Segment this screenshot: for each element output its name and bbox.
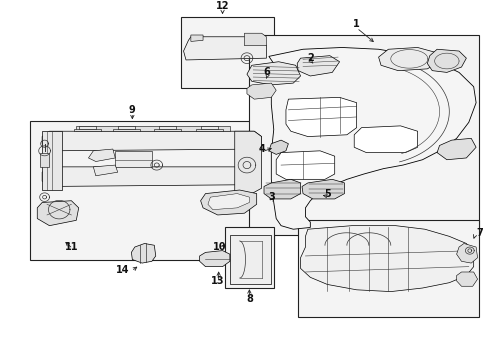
Polygon shape bbox=[195, 130, 222, 131]
Polygon shape bbox=[199, 251, 229, 267]
Text: 9: 9 bbox=[129, 105, 136, 115]
Polygon shape bbox=[200, 126, 217, 130]
Polygon shape bbox=[159, 126, 176, 130]
Text: 5: 5 bbox=[324, 189, 330, 199]
Bar bbox=[249, 35, 478, 235]
Polygon shape bbox=[276, 151, 334, 179]
Polygon shape bbox=[427, 49, 466, 72]
Polygon shape bbox=[246, 83, 276, 99]
Polygon shape bbox=[88, 149, 115, 162]
Polygon shape bbox=[93, 165, 118, 176]
Polygon shape bbox=[244, 33, 266, 46]
Polygon shape bbox=[200, 190, 256, 215]
Bar bbox=[224, 228, 273, 288]
Text: 12: 12 bbox=[215, 1, 229, 12]
Polygon shape bbox=[42, 167, 251, 186]
Polygon shape bbox=[456, 272, 477, 286]
Text: 4: 4 bbox=[258, 144, 264, 154]
Polygon shape bbox=[113, 130, 140, 131]
Polygon shape bbox=[76, 126, 229, 131]
Polygon shape bbox=[246, 62, 300, 85]
Polygon shape bbox=[183, 37, 266, 60]
Polygon shape bbox=[154, 130, 181, 131]
Polygon shape bbox=[234, 131, 261, 194]
Polygon shape bbox=[268, 140, 288, 154]
Polygon shape bbox=[40, 153, 49, 167]
Polygon shape bbox=[207, 194, 249, 210]
Text: 2: 2 bbox=[306, 53, 313, 63]
Text: 14: 14 bbox=[116, 265, 130, 275]
Text: 8: 8 bbox=[245, 294, 252, 304]
Polygon shape bbox=[37, 201, 79, 226]
Polygon shape bbox=[229, 235, 271, 284]
Text: 10: 10 bbox=[213, 242, 226, 252]
Polygon shape bbox=[353, 126, 417, 153]
Polygon shape bbox=[42, 131, 261, 151]
Polygon shape bbox=[79, 126, 96, 130]
Polygon shape bbox=[302, 179, 344, 199]
Polygon shape bbox=[285, 97, 356, 136]
Polygon shape bbox=[268, 48, 475, 229]
Text: 3: 3 bbox=[267, 192, 274, 202]
Text: 11: 11 bbox=[64, 242, 78, 252]
Polygon shape bbox=[300, 226, 473, 292]
Bar bbox=[30, 121, 273, 260]
Polygon shape bbox=[297, 56, 339, 76]
Polygon shape bbox=[42, 131, 61, 190]
Text: 13: 13 bbox=[210, 276, 224, 286]
Polygon shape bbox=[378, 48, 439, 71]
Polygon shape bbox=[190, 35, 203, 41]
Polygon shape bbox=[115, 151, 152, 167]
Polygon shape bbox=[264, 179, 300, 199]
Text: 7: 7 bbox=[475, 228, 482, 238]
Text: 6: 6 bbox=[263, 67, 269, 77]
Bar bbox=[181, 17, 273, 89]
Polygon shape bbox=[456, 243, 477, 263]
Polygon shape bbox=[118, 126, 135, 130]
Polygon shape bbox=[131, 243, 156, 263]
Polygon shape bbox=[436, 138, 475, 160]
Bar bbox=[298, 220, 478, 316]
Text: 1: 1 bbox=[352, 19, 359, 29]
Polygon shape bbox=[74, 130, 101, 131]
